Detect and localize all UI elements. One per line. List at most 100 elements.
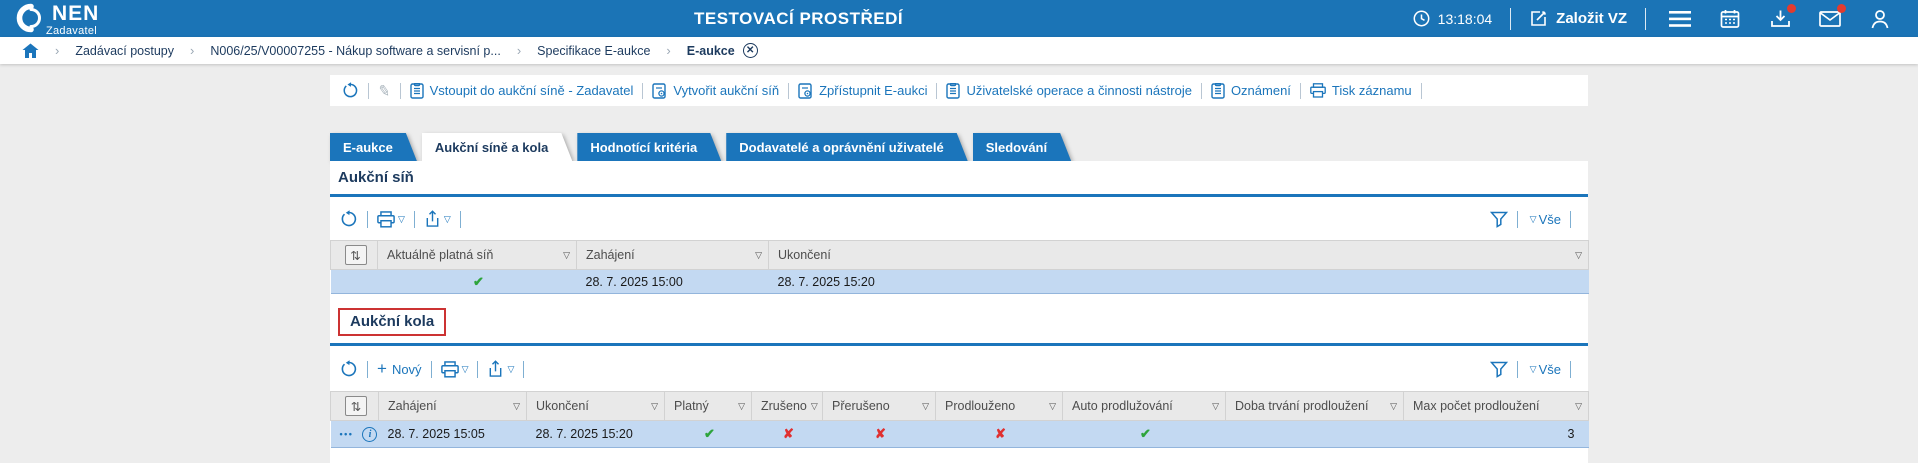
cell-ukonceni: 28. 7. 2025 15:20 — [768, 269, 1589, 294]
export-button[interactable]: ▽ — [424, 210, 451, 228]
action-uzivatelske-operace[interactable]: Uživatelské operace a činnosti nástroje — [946, 82, 1192, 99]
downloads-button[interactable] — [1768, 3, 1796, 31]
close-tab-icon[interactable]: ✕ — [742, 43, 758, 58]
calendar-button[interactable] — [1718, 7, 1742, 31]
print-dropdown-icon[interactable]: ▽ — [398, 213, 405, 224]
export-dropdown-icon[interactable]: ▽ — [443, 213, 451, 224]
document-icon — [1211, 82, 1225, 99]
col-label: Ukončení — [778, 248, 831, 262]
refresh-button[interactable] — [340, 360, 358, 378]
print-button[interactable]: ▽ — [440, 360, 469, 378]
print-dropdown-icon[interactable]: ▽ — [461, 363, 469, 374]
filter-button[interactable] — [1489, 361, 1508, 378]
filter-button[interactable] — [1489, 211, 1508, 228]
sort-filter-icon[interactable]: ▽ — [810, 400, 818, 411]
record-actions-toolbar: ✎ Vstoupit do aukční síně - Zadavatel Vy… — [330, 75, 1588, 106]
refresh-button[interactable] — [342, 82, 359, 99]
action-tisk-zaznamu[interactable]: Tisk záznamu — [1310, 83, 1412, 98]
action-vstoupit-do-aukcni-sine[interactable]: Vstoupit do aukční síně - Zadavatel — [409, 82, 633, 99]
sort-filter-icon[interactable]: ▽ — [1575, 400, 1582, 411]
tab-aukcni-sine-a-kola[interactable]: Aukční síně a kola — [422, 133, 572, 161]
nen-logo[interactable]: NEN Zadavatel — [16, 0, 99, 37]
home-icon[interactable] — [22, 43, 39, 59]
user-icon — [1871, 9, 1889, 28]
sort-filter-icon[interactable]: ▽ — [922, 400, 929, 411]
col-label: Přerušeno — [832, 399, 890, 413]
vse-link[interactable]: Vše — [1538, 361, 1561, 377]
breadcrumb-item-zadavaci-postupy[interactable]: Zadávací postupy — [75, 43, 175, 58]
col-zruseno[interactable]: Zrušeno ▽ — [751, 391, 823, 421]
printer-icon — [377, 210, 395, 228]
messages-badge — [1837, 3, 1846, 13]
action-label: Tisk záznamu — [1331, 83, 1412, 98]
vse-dropdown-icon[interactable]: ▽ — [1529, 213, 1537, 224]
col-auto-prodluzovani[interactable]: Auto prodlužování ▽ — [1062, 391, 1226, 421]
action-zpristupnit-eaukci[interactable]: Zpřístupnit E-aukci — [798, 82, 927, 99]
toolbar-separator — [788, 82, 790, 99]
sort-filter-icon[interactable]: ▽ — [755, 249, 762, 260]
vse-link[interactable]: Vše — [1538, 211, 1561, 227]
col-label: Auto prodlužování — [1072, 399, 1173, 413]
edit-square-icon — [1531, 10, 1547, 26]
row-menu-icon[interactable]: ••• — [339, 429, 354, 440]
platny-check-icon: ✔ — [704, 426, 715, 441]
sort-filter-icon[interactable]: ▽ — [1575, 249, 1582, 260]
col-label: Ukončení — [536, 399, 589, 413]
export-dropdown-icon[interactable]: ▽ — [507, 363, 515, 374]
col-doba-trvani-prodlouzeni[interactable]: Doba trvání prodloužení ▽ — [1225, 391, 1404, 421]
refresh-button[interactable] — [340, 210, 358, 228]
vse-dropdown-icon[interactable]: ▽ — [1529, 363, 1537, 374]
export-button[interactable]: ▽ — [487, 360, 514, 378]
edit-record-icon[interactable]: ✎ — [376, 81, 392, 101]
toolbar-separator — [477, 360, 479, 378]
user-profile-button[interactable] — [1868, 7, 1892, 31]
auto-prodluzovani-check-icon: ✔ — [1140, 426, 1151, 441]
sort-filter-icon[interactable]: ▽ — [513, 400, 520, 411]
breadcrumb-item-procurement[interactable]: N006/25/V00007255 - Nákup software a ser… — [210, 43, 501, 58]
aukcni-kola-toolbar: + Nový ▽ ▽ — [330, 346, 1588, 391]
clock-time: 13:18:04 — [1437, 10, 1493, 27]
sort-filter-icon[interactable]: ▽ — [651, 400, 658, 411]
col-label: Aktuálně platná síň — [387, 248, 494, 262]
col-zahajeni[interactable]: Zahájení ▽ — [576, 240, 769, 270]
info-icon[interactable]: i — [362, 426, 378, 442]
sort-filter-icon[interactable]: ▽ — [738, 400, 745, 411]
create-vz-label: Založit VZ — [1556, 10, 1627, 27]
session-clock: 13:18:04 — [1413, 10, 1493, 27]
create-vz-button[interactable]: Založit VZ — [1529, 9, 1627, 28]
col-preruseno[interactable]: Přerušeno ▽ — [822, 391, 936, 421]
tab-hodnotici-kriteria[interactable]: Hodnotící kritéria — [577, 133, 721, 161]
sort-filter-icon[interactable]: ▽ — [1390, 400, 1397, 411]
breadcrumb-item-specifikace-eaukce[interactable]: Specifikace E-aukce — [537, 43, 651, 58]
col-platny[interactable]: Platný ▽ — [664, 391, 752, 421]
col-label: Doba trvání prodloužení — [1235, 399, 1369, 413]
toolbar-separator — [523, 360, 525, 378]
tab-sledovani[interactable]: Sledování — [973, 133, 1071, 161]
column-chooser-icon[interactable]: ⇅ — [345, 396, 367, 416]
sort-filter-icon[interactable]: ▽ — [1049, 400, 1056, 411]
tab-e-aukce[interactable]: E-aukce — [330, 133, 417, 161]
col-aktualne-platna-sin[interactable]: Aktuálně platná síň ▽ — [377, 240, 577, 270]
col-ukonceni[interactable]: Ukončení ▽ — [768, 240, 1589, 270]
clock-icon — [1413, 10, 1430, 27]
sort-filter-icon[interactable]: ▽ — [1212, 400, 1219, 411]
col-prodlouzeno[interactable]: Prodlouženo ▽ — [935, 391, 1063, 421]
column-chooser-icon[interactable]: ⇅ — [344, 245, 367, 265]
col-ukonceni[interactable]: Ukončení ▽ — [526, 391, 665, 421]
messages-button[interactable] — [1818, 3, 1846, 31]
sort-filter-icon[interactable]: ▽ — [563, 249, 570, 260]
tab-bar: E-aukce Aukční síně a kola Hodnotící kri… — [330, 133, 1076, 161]
main-menu-button[interactable] — [1668, 7, 1692, 31]
breadcrumb-item-current: E-aukce — [686, 43, 735, 58]
export-icon — [490, 360, 502, 377]
action-vytvorit-aukcni-sin[interactable]: Vytvořit aukční síň — [652, 82, 779, 99]
action-oznameni[interactable]: Oznámení — [1211, 82, 1291, 99]
aukcni-kolo-row[interactable]: ••• i 28. 7. 2025 15:05 28. 7. 2025 15:20… — [330, 420, 1589, 448]
col-max-pocet-prodlouzeni[interactable]: Max počet prodloužení ▽ — [1403, 391, 1589, 421]
print-button[interactable]: ▽ — [377, 210, 405, 228]
col-label: Platný — [674, 399, 709, 413]
aukcni-sin-row[interactable]: ✔ 28. 7. 2025 15:00 28. 7. 2025 15:20 — [330, 269, 1589, 294]
tab-dodavatele-a-opravneni-uzivatele[interactable]: Dodavatelé a oprávnění uživatelé — [726, 133, 967, 161]
new-round-button[interactable]: + Nový — [377, 359, 422, 379]
col-zahajeni[interactable]: Zahájení ▽ — [378, 391, 527, 421]
